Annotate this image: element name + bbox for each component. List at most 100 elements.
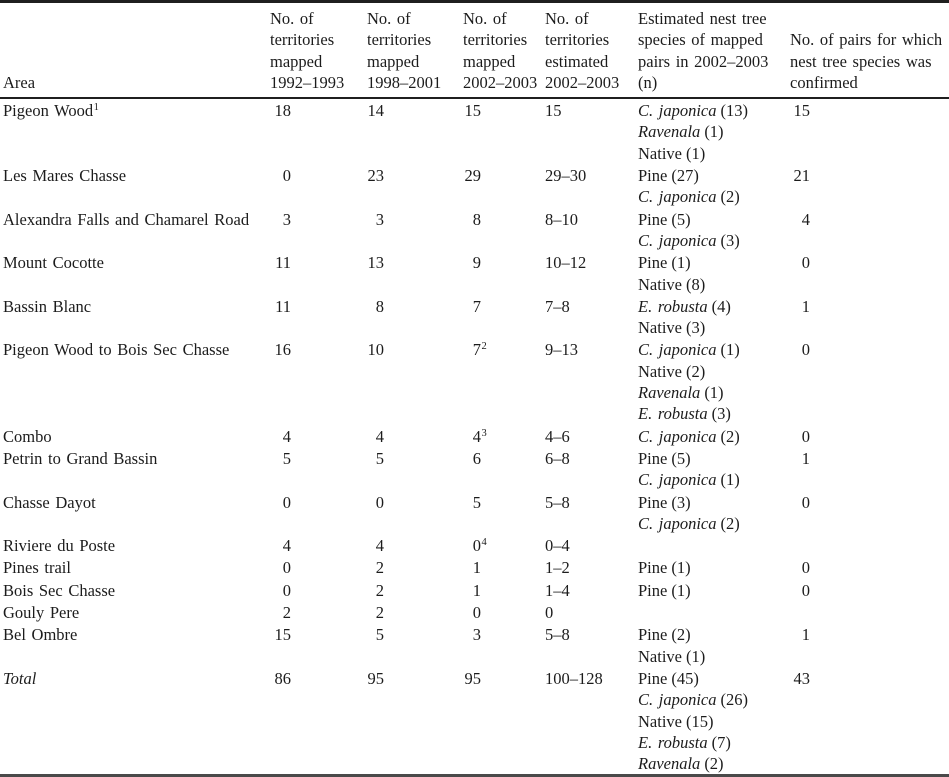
estimated-2002-2003-cell: 29–30: [545, 164, 638, 208]
numeric-value: 0: [801, 580, 810, 600]
area-cell: Pigeon Wood to Bois Sec Chasse: [0, 338, 270, 424]
species-line: E. robusta (3): [638, 403, 790, 424]
mapped-2002-2003-cell: 15: [463, 98, 545, 164]
mapped-1998-2001-cell: 13: [367, 251, 463, 295]
column-header-territories-mapped-1998-2001: No. of territories mapped 1998–2001: [367, 1, 463, 100]
area-cell: Alexandra Falls and Chamarel Road: [0, 208, 270, 252]
numeric-value: 29: [464, 166, 482, 186]
species-line: E. robusta (7): [638, 732, 790, 753]
species-count: (3): [685, 318, 706, 338]
mapped-1992-1993-cell: 11: [270, 251, 367, 295]
estimated-range: 5–8: [545, 625, 570, 645]
numeric-value: 3: [472, 625, 481, 645]
numeric-value: 18: [274, 101, 292, 121]
numeric-value: 21: [793, 166, 811, 186]
pairs-confirmed-cell: 0: [790, 338, 949, 424]
species-count: (1): [671, 558, 691, 578]
species-name: E. robusta: [638, 296, 708, 316]
area-label: Bel Ombre: [3, 625, 78, 645]
numeric-value: 0: [282, 580, 291, 600]
species-name: Ravenala: [638, 383, 701, 403]
mapped-1992-1993-cell: 4: [270, 534, 367, 556]
numeric-value: 3: [282, 209, 291, 229]
species-count: (4): [711, 296, 731, 316]
mapped-1998-2001-cell: 5: [367, 623, 463, 667]
column-header-nest-tree-species: Estimated nest tree species of mapped pair…: [638, 1, 790, 100]
pairs-confirmed-cell: [790, 534, 949, 556]
table-row-pigeon-wood-to-bois-sec-chasse: Pigeon Wood to Bois Sec Chasse 16 10 72 9–13…: [0, 338, 949, 424]
mapped-1998-2001-cell: 2: [367, 556, 463, 578]
numeric-value: 0: [472, 536, 481, 556]
footnote-marker: 1: [93, 102, 99, 114]
numeric-value: 5: [282, 448, 291, 468]
header-line: territories: [463, 30, 528, 50]
nest-tree-species-cell: Pine (27) C. japonica (2): [638, 164, 790, 208]
area-label: Gouly Pere: [3, 603, 80, 623]
numeric-value: 7: [472, 340, 481, 360]
numeric-value: 9: [472, 253, 481, 273]
area-label: Mount Cocotte: [3, 253, 104, 273]
pairs-confirmed-cell: 15: [790, 98, 949, 164]
numeric-value: 5: [375, 625, 384, 645]
area-cell: Bel Ombre: [0, 623, 270, 667]
pairs-confirmed-cell: 4: [790, 208, 949, 252]
header-line: 2002–2003: [545, 72, 620, 92]
header-line: 1998–2001: [367, 72, 442, 92]
area-label: Petrin to Grand Bassin: [3, 448, 158, 468]
table-row-pines-trail: Pines trail 0 2 1 1–2 Pine (1) 0: [0, 556, 949, 578]
numeric-value: 95: [464, 668, 482, 688]
pairs-confirmed-cell: [790, 601, 949, 623]
estimated-range: 8–10: [545, 209, 578, 229]
area-label: Combo: [3, 426, 52, 446]
nest-tree-species-cell: E. robusta (4) Native (3): [638, 295, 790, 339]
species-count: (7): [711, 732, 731, 752]
footnote-marker: 4: [481, 537, 487, 549]
nest-tree-species-cell: Pine (5) C. japonica (1): [638, 447, 790, 491]
header-line: species of mapped: [638, 30, 763, 50]
estimated-range: 9–13: [545, 340, 578, 360]
numeric-value: 6: [472, 448, 481, 468]
numeric-value: 95: [367, 668, 385, 688]
area-label: Riviere du Poste: [3, 536, 116, 556]
mapped-1998-2001-cell: 23: [367, 164, 463, 208]
area-label: Bois Sec Chasse: [3, 580, 116, 600]
mapped-1998-2001-cell: 10: [367, 338, 463, 424]
numeric-value: 5: [472, 492, 481, 512]
species-name: C. japonica: [638, 426, 717, 446]
table-row-gouly-pere: Gouly Pere 2 2 0 0: [0, 601, 949, 623]
species-name: Native: [638, 274, 682, 294]
column-header-territories-estimated-2002-2003: No. of territories estimated 2002–2003: [545, 1, 638, 100]
header-line: territories: [545, 30, 610, 50]
mapped-1998-2001-cell: 5: [367, 447, 463, 491]
numeric-value: 5: [375, 448, 384, 468]
area-label: Chasse Dayot: [3, 492, 96, 512]
area-cell: Bois Sec Chasse: [0, 579, 270, 601]
species-name: C. japonica: [638, 230, 717, 250]
species-count: (2): [720, 187, 740, 207]
nest-tree-species-cell: Pine (5) C. japonica (3): [638, 208, 790, 252]
numeric-value: 1: [801, 625, 810, 645]
species-name: Native: [638, 361, 682, 381]
pairs-confirmed-cell: 43: [790, 667, 949, 776]
area-cell: Pigeon Wood1: [0, 98, 270, 164]
estimated-2002-2003-cell: 10–12: [545, 251, 638, 295]
species-name: Pine: [638, 558, 668, 578]
species-name: C. japonica: [638, 101, 717, 121]
table-row-mount-cocotte: Mount Cocotte 11 13 9 10–12 Pine (1) Native (8) 0: [0, 251, 949, 295]
species-line: C. japonica (13): [638, 100, 790, 121]
species-line: Pine (1): [638, 557, 790, 578]
numeric-value: 1: [472, 558, 481, 578]
table-row-les-mares-chasse: Les Mares Chasse 0 23 29 29–30 Pine (27) C. jap…: [0, 164, 949, 208]
table-row-bassin-blanc: Bassin Blanc 11 8 7 7–8 E. robusta (4) Native (3…: [0, 295, 949, 339]
pairs-confirmed-cell: 1: [790, 623, 949, 667]
mapped-1998-2001-cell: 2: [367, 601, 463, 623]
species-line: Pine (5): [638, 448, 790, 469]
nest-tree-species-cell: Pine (3) C. japonica (2): [638, 491, 790, 535]
numeric-value: 0: [801, 558, 810, 578]
numeric-value: 4: [801, 209, 810, 229]
species-count: (26): [720, 690, 749, 710]
area-label: Total: [3, 668, 37, 688]
mapped-1998-2001-cell: 8: [367, 295, 463, 339]
species-line: Native (3): [638, 317, 790, 338]
